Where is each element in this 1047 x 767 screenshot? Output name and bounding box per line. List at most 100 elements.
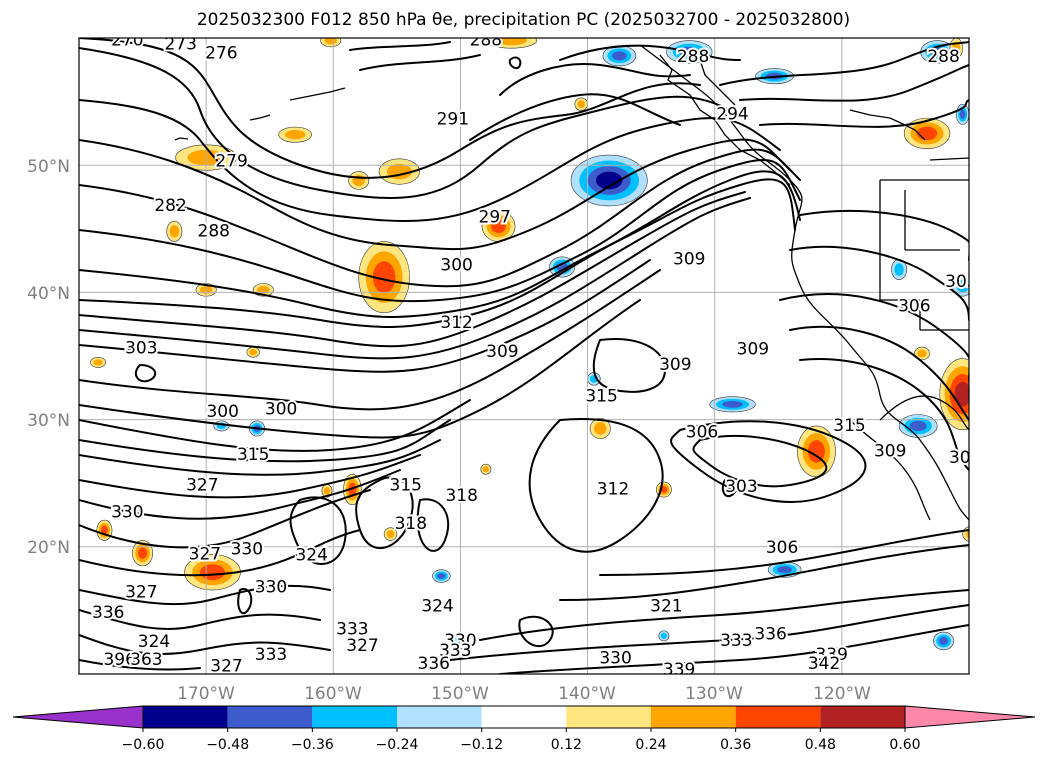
precip-anomaly-area <box>491 219 506 234</box>
precip-anomaly-area <box>894 263 904 276</box>
contour-label: 318 <box>395 514 427 534</box>
theta-e-contours <box>79 38 969 674</box>
precip-anomaly-area <box>917 349 927 358</box>
contour-label: 342 <box>808 654 840 674</box>
colorbar-cell <box>735 706 821 728</box>
contour-label: 333 <box>255 645 287 665</box>
colorbar-tick-label: −0.48 <box>206 737 249 753</box>
contour-label: 327 <box>189 544 221 564</box>
contour-label: 336 <box>754 625 786 645</box>
contour-label: 288 <box>677 47 709 67</box>
contour-label: 336 <box>418 654 450 674</box>
lon-label-130w: 130°W <box>685 684 743 704</box>
map-frame <box>78 37 970 675</box>
precip-anomaly-area <box>594 422 607 435</box>
lon-label-140w: 140°W <box>558 684 616 704</box>
contour-label: 273 <box>164 34 196 54</box>
lat-label-40n: 40°N <box>27 284 70 304</box>
precip-anomaly-area <box>372 261 396 293</box>
contour-label: 309 <box>659 355 691 375</box>
contour-label: 294 <box>716 104 748 124</box>
contour-label: 297 <box>479 207 511 227</box>
lat-label-50n: 50°N <box>27 157 70 177</box>
contour-label: 315 <box>237 445 269 465</box>
contour-label: 324 <box>138 632 170 652</box>
lon-label-160w: 160°W <box>304 684 362 704</box>
contour-label: 300 <box>206 402 238 422</box>
contour-label: 315 <box>585 387 617 407</box>
contour-label: 324 <box>295 546 327 566</box>
colorbar-cell <box>227 706 313 728</box>
colorbar-tick-label: −0.60 <box>122 737 165 753</box>
precip-anomaly-area <box>200 564 225 581</box>
precip-anomaly-area <box>954 381 969 407</box>
figure-title: 2025032300 F012 850 hPa θe, precipitatio… <box>196 10 851 30</box>
lat-label-30n: 30°N <box>27 411 70 431</box>
precip-anomaly-area <box>482 466 489 473</box>
precip-anomaly-area <box>722 400 743 408</box>
lon-label-170w: 170°W <box>177 684 235 704</box>
contour-label: 330 <box>599 649 631 669</box>
precip-anomaly-area <box>138 547 148 559</box>
contour-label: 279 <box>215 151 247 171</box>
precip-anomaly-area <box>595 171 623 190</box>
precip-anomaly-area <box>323 486 331 495</box>
precip-anomaly-area <box>386 530 395 538</box>
graticule <box>79 38 969 674</box>
colorbar-cell <box>566 706 651 728</box>
colorbar-tick-label: 0.36 <box>720 737 751 753</box>
colorbar-over-extend <box>904 705 1036 729</box>
contour-label: 333 <box>439 641 471 661</box>
colorbar-cell <box>481 706 567 728</box>
contour-label: 333 <box>336 619 368 639</box>
contour-label: 309 <box>486 342 518 362</box>
contour-label: 327 <box>186 476 218 496</box>
precip-anomaly-area <box>916 126 938 141</box>
colorbar-cell <box>820 706 905 728</box>
contour-label: 315 <box>390 476 422 496</box>
coastlines-borders <box>174 44 969 521</box>
contour-label: 327 <box>125 583 157 603</box>
contour-label: 339 <box>815 645 847 665</box>
precip-anomaly-area <box>437 573 446 579</box>
contour-labels: 270 273 276 288 288 288 291 294 279 282 288 297 300 3… <box>90 31 969 680</box>
precip-anomaly-area <box>93 359 103 366</box>
contour-label: 276 <box>205 43 237 63</box>
lon-label-150w: 150°W <box>431 684 489 704</box>
precip-anomaly-area <box>807 440 825 463</box>
contour-label: 306 <box>898 296 930 316</box>
colorbar-tick-label: 0.48 <box>805 737 836 753</box>
precip-anomaly-area <box>577 100 586 109</box>
contour-label: 282 <box>154 196 186 216</box>
contour-label: 306 <box>766 538 798 558</box>
contour-label: 327 <box>346 636 378 656</box>
contour-label: 270 <box>111 31 143 51</box>
colorbar-under-extend <box>12 705 144 729</box>
contour-label: 330 <box>111 502 143 522</box>
contour-label: 288 <box>198 221 230 241</box>
precip-anomaly-area <box>660 632 667 639</box>
colorbar-tick-label: −0.12 <box>460 737 503 753</box>
lat-label-20n: 20°N <box>27 538 70 558</box>
contour-label: 339 <box>663 660 695 680</box>
colorbar-tick-label: −0.24 <box>376 737 419 753</box>
colorbar-cell <box>312 706 397 728</box>
contour-label: 288 <box>470 31 502 51</box>
contour-label: 396 <box>103 650 135 670</box>
contour-label: 309 <box>874 441 906 461</box>
precip-anomaly-area <box>966 529 969 539</box>
precip-anomaly-area <box>959 109 966 119</box>
precip-anomaly-area <box>956 279 969 293</box>
contour-label: 312 <box>597 480 629 500</box>
contour-label: 312 <box>440 313 472 333</box>
contour-label: 327 <box>210 656 242 676</box>
contour-label: 300 <box>440 256 472 276</box>
contour-label: 336 <box>92 603 124 623</box>
contour-label: 330 <box>231 539 263 559</box>
colorbar-cell <box>143 706 228 728</box>
precip-anomaly-area <box>101 525 108 535</box>
colorbar: −0.60 −0.48 −0.36 −0.24 −0.12 0.12 0.24 0.36 0.4… <box>12 705 1036 753</box>
contour-label: 330 <box>444 631 476 651</box>
precip-anomaly-area <box>952 41 961 55</box>
contour-label: 303 <box>125 338 157 358</box>
